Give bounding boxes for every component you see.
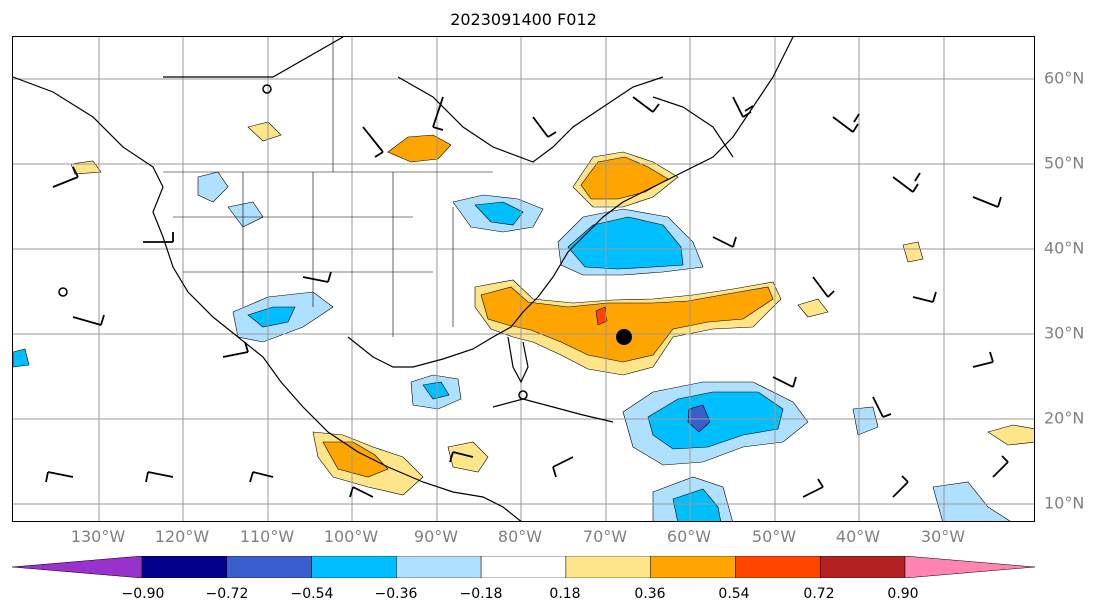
lon-label: 70°W — [582, 527, 628, 546]
colorbar-segment — [141, 556, 228, 578]
colorbar-tick-label: 0.36 — [634, 586, 666, 602]
lat-lon-grid — [13, 37, 1034, 521]
colorbar-segment — [226, 556, 312, 578]
colorbar-segment — [396, 556, 482, 578]
colorbar-segment — [735, 556, 821, 578]
lat-label: 30°N — [1044, 323, 1085, 343]
lon-label: 110°W — [239, 527, 295, 546]
colorbar-segment — [480, 556, 567, 578]
lon-label: 60°W — [666, 527, 712, 546]
lon-label: 40°W — [835, 527, 881, 546]
colorbar-tick-label: −0.90 — [121, 586, 165, 602]
lon-label: 100°W — [323, 527, 379, 546]
colorbar-segment — [819, 556, 906, 578]
lat-label: 20°N — [1044, 408, 1085, 428]
lon-label: 120°W — [154, 527, 210, 546]
map-canvas — [13, 37, 1034, 521]
lat-label: 40°N — [1044, 238, 1085, 258]
lat-label: 60°N — [1044, 68, 1085, 88]
colorbar-extend-high — [904, 556, 1036, 578]
anomaly-contours — [13, 121, 1034, 521]
wind-barbs — [45, 96, 1009, 498]
colorbar-tick-label: 0.90 — [887, 586, 919, 602]
map-title: 2023091400 F012 — [450, 10, 597, 29]
state-borders — [163, 37, 493, 337]
lon-label: 30°W — [920, 527, 966, 546]
colorbar-segment — [565, 556, 651, 578]
storm-center-marker — [616, 329, 632, 345]
coastlines — [13, 37, 794, 521]
map-panel — [12, 36, 1035, 522]
colorbar-tick-label: −0.36 — [374, 586, 418, 602]
colorbar-tick-label: −0.72 — [205, 586, 249, 602]
colorbar-tick-label: 0.72 — [803, 586, 835, 602]
colorbar — [11, 556, 1036, 578]
colorbar-segment — [650, 556, 736, 578]
colorbar-tick-label: −0.54 — [290, 586, 334, 602]
lon-label: 50°W — [751, 527, 797, 546]
lat-label: 10°N — [1044, 493, 1085, 513]
positive-anomaly-peak — [595, 306, 608, 326]
colorbar-tick-label: −0.18 — [459, 586, 503, 602]
lon-label: 130°W — [70, 527, 126, 546]
lon-label: 80°W — [497, 527, 543, 546]
colorbar-extend-low — [11, 556, 143, 578]
lon-label: 90°W — [413, 527, 459, 546]
colorbar-tick-label: 0.54 — [718, 586, 750, 602]
colorbar-tick-label: 0.18 — [549, 586, 581, 602]
colorbar-segment — [311, 556, 397, 578]
lat-label: 50°N — [1044, 153, 1085, 173]
